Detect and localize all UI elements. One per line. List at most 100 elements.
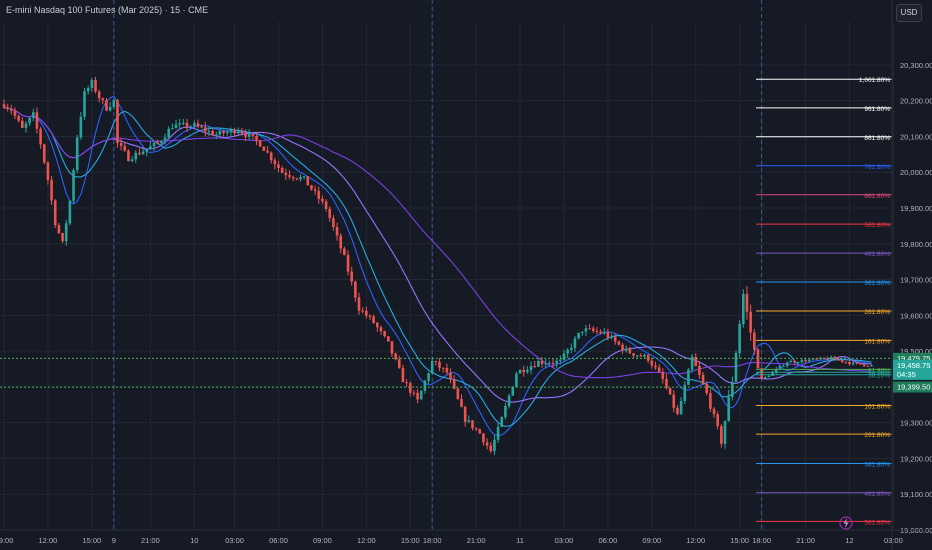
candle-body [277, 164, 280, 168]
candle-body [833, 356, 837, 360]
candle-body [244, 133, 247, 137]
candle-body [628, 348, 632, 354]
candle-body [408, 383, 412, 393]
candle-body [350, 271, 353, 282]
candle-body [551, 363, 555, 365]
moving-average-line [3, 106, 872, 403]
candle-body [796, 362, 800, 364]
candle-body [621, 344, 624, 351]
candle-body [387, 336, 390, 342]
candle-body [412, 392, 416, 394]
candle-body [588, 328, 591, 330]
candle-body [613, 336, 617, 342]
y-tick-label: 20,100.00 [900, 132, 932, 141]
candle-body [650, 360, 654, 366]
candle-body [434, 361, 438, 363]
candle-body [339, 235, 343, 249]
y-tick-label: 19,200.00 [900, 454, 932, 463]
candle-body [247, 133, 251, 137]
candle-body [822, 357, 826, 359]
candle-body [134, 152, 138, 160]
candle-body [716, 414, 719, 427]
candle-body [116, 99, 119, 144]
candle-body [57, 225, 61, 233]
y-tick-label: 20,300.00 [900, 61, 932, 70]
candle-body [489, 445, 493, 452]
lightning-icon[interactable] [839, 516, 853, 530]
candle-body [50, 179, 53, 201]
candle-body [701, 374, 705, 384]
candle-body [251, 133, 255, 136]
candle-body [720, 426, 723, 444]
candle-body [255, 135, 258, 141]
candle-body [474, 428, 478, 430]
candle-body [185, 122, 189, 128]
candle-body [79, 116, 83, 138]
candle-body [35, 112, 39, 129]
candle-body [233, 129, 236, 134]
y-tick-label: 19,100.00 [900, 490, 932, 499]
x-tick-label: 03:00 [225, 536, 244, 545]
candle-body [848, 362, 851, 365]
candle-body [460, 399, 463, 407]
candle-body [804, 359, 807, 362]
fib-level-label: 61.80% [868, 367, 890, 374]
x-tick-label: 15:00 [82, 536, 101, 545]
x-tick-label: 21:00 [796, 536, 815, 545]
x-tick-label: 03:00 [884, 536, 903, 545]
candle-body [141, 151, 145, 155]
candle-body [829, 356, 833, 360]
fib-level-label: 161.80% [864, 338, 890, 345]
fib-level-label: 961.80% [864, 106, 890, 113]
candle-body [313, 189, 317, 191]
fib-level-label: 161.80% [864, 403, 890, 410]
candle-body [222, 130, 225, 134]
candle-body [64, 223, 68, 242]
candle-body [211, 130, 214, 136]
fib-level-label: 261.80% [864, 432, 890, 439]
candle-body [544, 363, 547, 365]
candle-body [646, 354, 650, 361]
candle-body [2, 104, 6, 108]
candle-body [328, 208, 332, 219]
candle-body [559, 359, 562, 361]
candle-body [518, 369, 522, 374]
candle-body [130, 159, 134, 162]
x-tick-label: 06:00 [599, 536, 618, 545]
currency-button[interactable]: USD [896, 4, 922, 22]
candle-body [229, 129, 233, 132]
x-tick-label: 18:00 [752, 536, 771, 545]
candle-body [430, 361, 434, 374]
candle-body [441, 367, 445, 369]
candle-body [837, 359, 840, 361]
candle-body [405, 382, 408, 384]
candle-body [394, 353, 397, 360]
candle-body [584, 328, 588, 332]
candle-body [160, 140, 163, 144]
candle-body [108, 106, 112, 111]
candle-body [138, 152, 141, 155]
candle-body [101, 98, 105, 101]
candle-body [515, 373, 518, 387]
candle-body [207, 130, 211, 132]
candle-body [482, 433, 485, 443]
price-tag-countdown: 04:35 [897, 370, 916, 379]
price-tag-label: 19,399.50 [897, 383, 930, 392]
fib-level-label: 1,061.80% [859, 77, 890, 84]
candle-body [548, 363, 551, 365]
candle-body [815, 358, 818, 360]
candle-body [390, 341, 394, 354]
x-tick-label: 21:00 [467, 536, 486, 545]
candle-body [280, 167, 284, 173]
candle-body [75, 137, 79, 171]
candle-body [760, 368, 763, 379]
candle-body [727, 396, 730, 422]
candle-body [291, 176, 295, 179]
candle-body [753, 332, 756, 350]
candle-body [204, 127, 207, 132]
candle-body [840, 359, 844, 362]
candle-body [427, 373, 430, 381]
candle-body [145, 149, 149, 152]
